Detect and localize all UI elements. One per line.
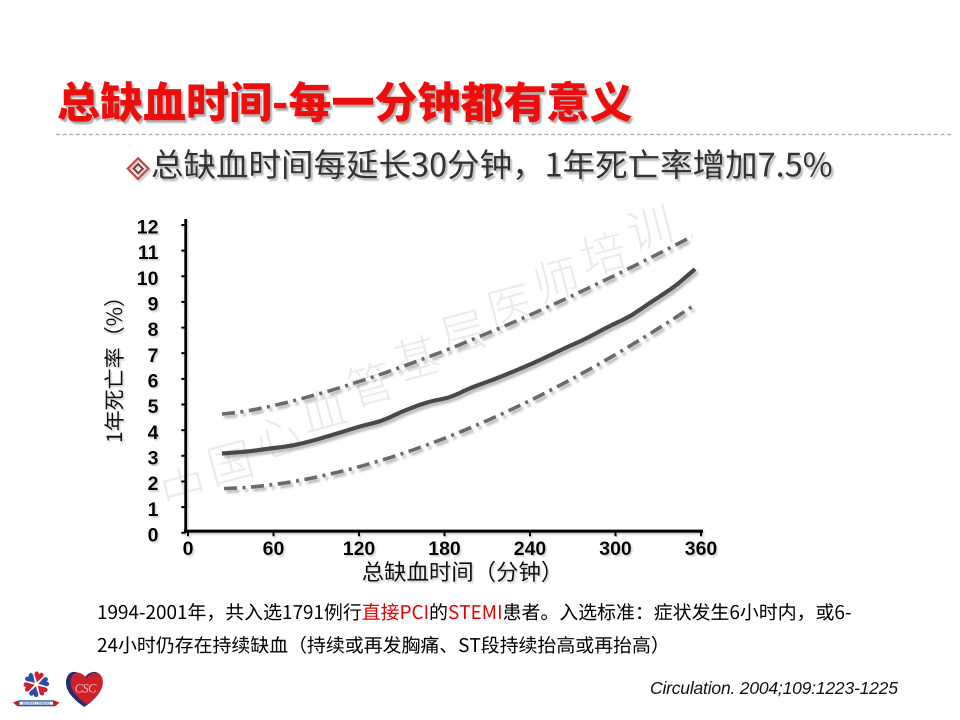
svg-text:0: 0 (148, 525, 159, 547)
svg-text:240: 240 (514, 538, 547, 560)
svg-text:CSC: CSC (75, 682, 98, 696)
svg-text:120: 120 (343, 538, 376, 560)
svg-text:6: 6 (148, 371, 159, 393)
svg-text:9: 9 (148, 294, 159, 316)
svg-text:3: 3 (148, 448, 159, 470)
svg-text:7: 7 (148, 345, 159, 367)
svg-text:10: 10 (137, 268, 159, 290)
svg-text:12: 12 (137, 217, 159, 239)
svg-text:1: 1 (148, 499, 159, 521)
svg-text:BEIJING LISHENG: BEIJING LISHENG (23, 702, 51, 706)
svg-text:360: 360 (685, 538, 718, 560)
svg-text:300: 300 (599, 538, 632, 560)
svg-text:5: 5 (148, 396, 159, 418)
svg-text:11: 11 (138, 242, 159, 264)
svg-text:4: 4 (148, 422, 159, 444)
svg-text:Circulation. 2004;109:1223-122: Circulation. 2004;109:1223-1225 (650, 678, 898, 698)
svg-text:180: 180 (428, 538, 461, 560)
svg-text:0: 0 (183, 538, 194, 560)
svg-text:8: 8 (148, 319, 159, 341)
svg-text:60: 60 (263, 538, 285, 560)
svg-text:2: 2 (148, 473, 159, 495)
